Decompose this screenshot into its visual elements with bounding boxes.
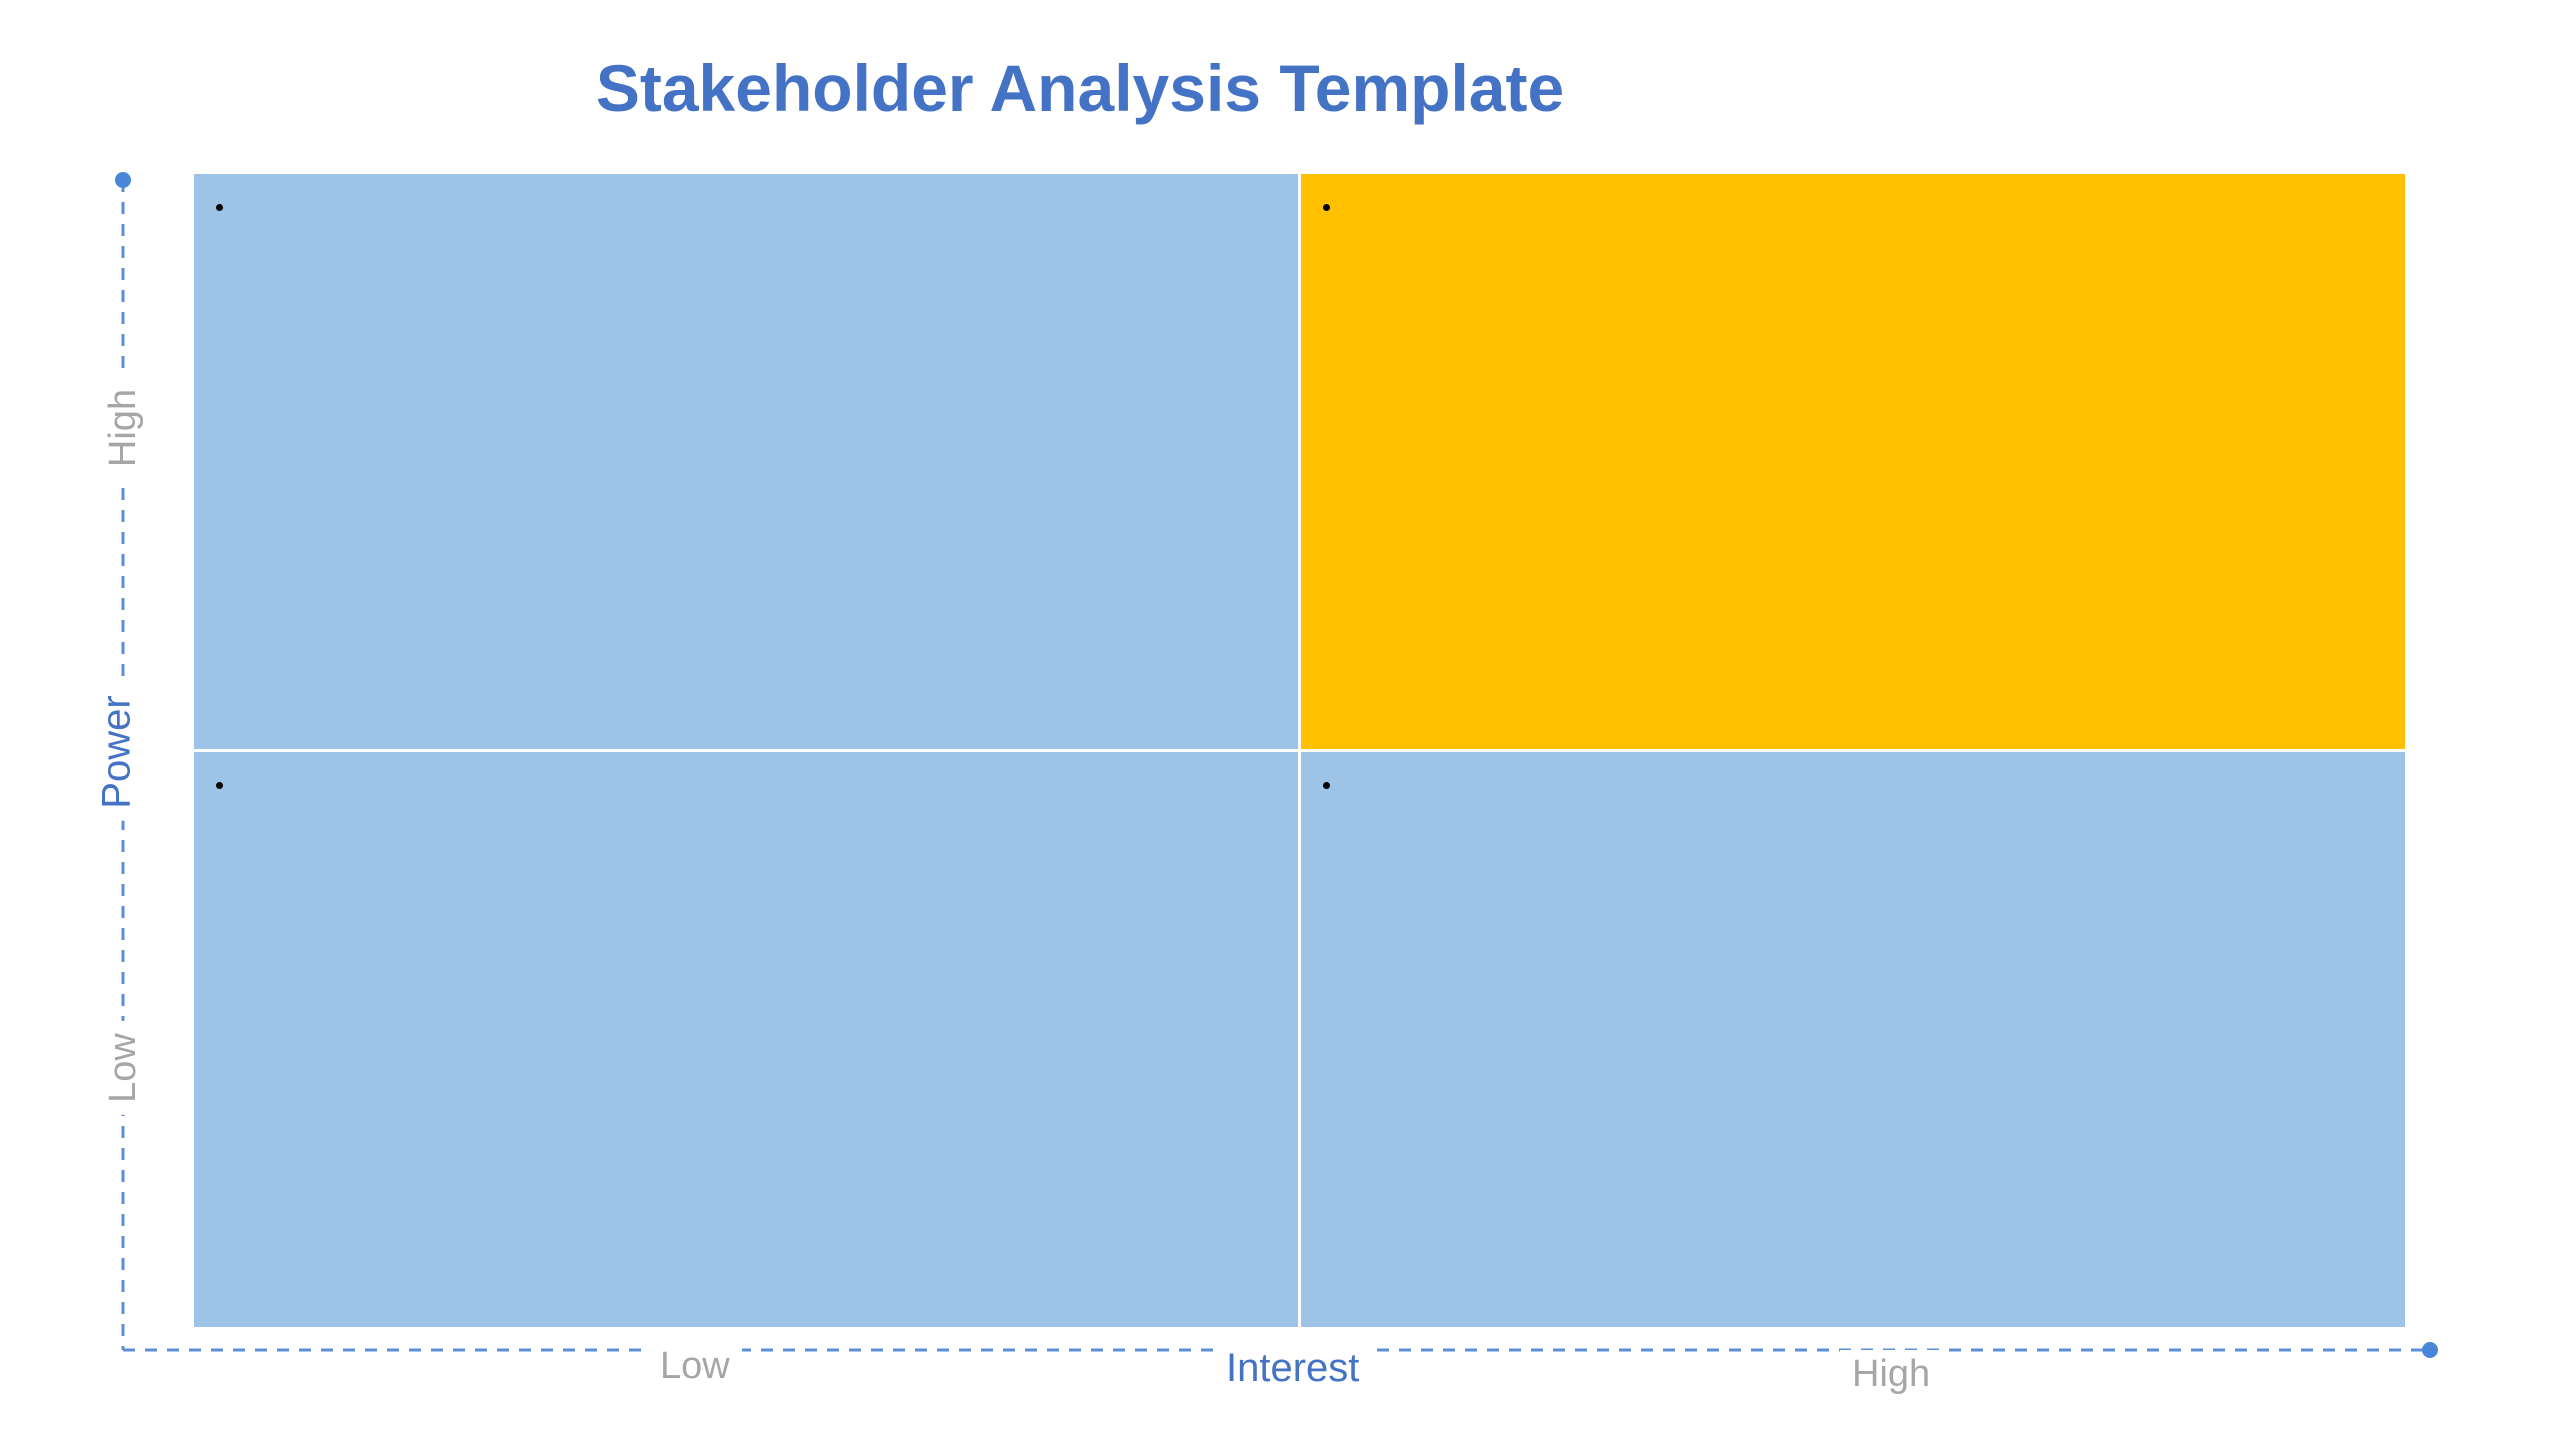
x-axis-end-dot (2422, 1342, 2438, 1358)
quadrant-top-left[interactable] (194, 174, 1298, 749)
x-axis-name: Interest (1214, 1344, 1372, 1392)
bullet-list (194, 752, 1298, 806)
quadrant-top-right[interactable] (1301, 174, 2405, 749)
x-axis-high-label: High (1840, 1350, 1943, 1398)
bullet-item[interactable] (216, 188, 1298, 228)
y-axis-low-label: Low (98, 1021, 147, 1115)
quadrant-bottom-left[interactable] (194, 752, 1298, 1327)
y-axis-end-dot (115, 172, 131, 188)
y-axis-name: Power (92, 683, 141, 821)
quadrant-bottom-right[interactable] (1301, 752, 2405, 1327)
bullet-item[interactable] (1323, 766, 2405, 806)
bullet-item[interactable] (1323, 188, 2405, 228)
y-axis-high-label: High (99, 376, 148, 480)
bullet-list (194, 174, 1298, 228)
bullet-item[interactable] (216, 766, 1298, 806)
bullet-list (1301, 174, 2405, 228)
bullet-list (1301, 752, 2405, 806)
page-title: Stakeholder Analysis Template (595, 51, 1565, 125)
x-axis-low-label: Low (648, 1342, 742, 1390)
